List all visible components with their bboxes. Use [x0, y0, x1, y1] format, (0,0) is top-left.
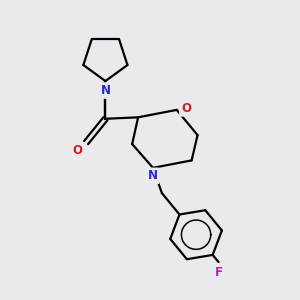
- Text: F: F: [214, 266, 223, 280]
- Text: N: N: [148, 169, 158, 182]
- Text: O: O: [181, 102, 191, 115]
- Text: O: O: [73, 144, 82, 157]
- Text: N: N: [100, 84, 110, 97]
